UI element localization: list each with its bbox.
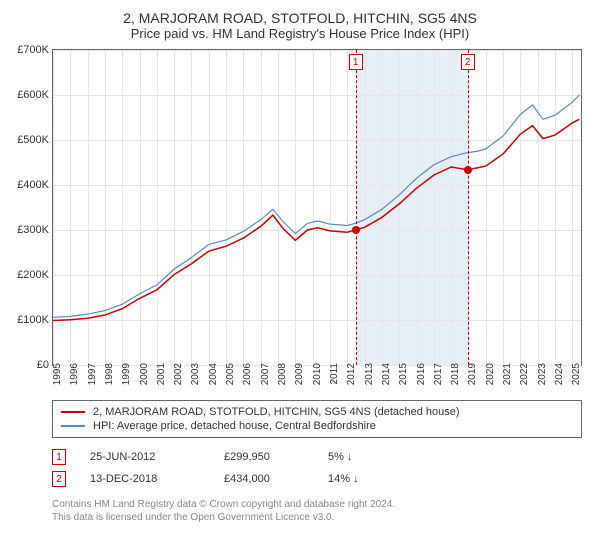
chart-subtitle: Price paid vs. HM Land Registry's House … [10,26,590,41]
marker-index-box: 2 [461,54,475,70]
x-tick-label: 2009 [294,363,305,391]
footer-attribution: Contains HM Land Registry data © Crown c… [52,498,590,524]
y-tick-label: £200K [9,269,49,281]
arrow-down-icon [353,473,359,485]
marker-row-index: 2 [52,471,66,487]
x-tick-label: 2001 [156,363,167,391]
x-tick-label: 1996 [69,363,80,391]
y-tick-label: £100K [9,314,49,326]
chart-title: 2, MARJORAM ROAD, STOTFOLD, HITCHIN, SG5… [10,10,590,26]
marker-row-date: 13-DEC-2018 [90,473,200,485]
x-tick-label: 2006 [242,363,253,391]
marker-row-price: £299,950 [224,451,304,463]
y-tick-label: £300K [9,224,49,236]
x-tick-label: 2000 [139,363,150,391]
x-tick-label: 2017 [433,363,444,391]
legend-item: HPI: Average price, detached house, Cent… [61,419,573,433]
marker-row-price: £434,000 [224,473,304,485]
x-tick-label: 2008 [277,363,288,391]
x-tick-label: 2023 [537,363,548,391]
y-tick-label: £500K [9,134,49,146]
marker-dot [464,166,472,174]
legend-item: 2, MARJORAM ROAD, STOTFOLD, HITCHIN, SG5… [61,405,573,419]
x-tick-label: 2012 [346,363,357,391]
series-line [53,119,579,320]
marker-row-date: 25-JUN-2012 [90,451,200,463]
y-tick-label: £400K [9,179,49,191]
y-tick-label: £0 [9,359,49,371]
x-tick-label: 1997 [87,363,98,391]
marker-index-box: 1 [349,54,363,70]
x-tick-label: 2018 [450,363,461,391]
arrow-down-icon [347,451,353,463]
marker-dot [352,226,360,234]
x-tick-label: 2024 [554,363,565,391]
legend-swatch [61,411,85,413]
marker-line [468,50,469,365]
x-tick-label: 1995 [52,363,63,391]
footer-line: This data is licensed under the Open Gov… [52,511,590,524]
x-tick-label: 1999 [121,363,132,391]
plot-region: £0£100K£200K£300K£400K£500K£600K£700K12 [52,49,582,366]
x-tick-label: 2004 [208,363,219,391]
x-tick-label: 1998 [104,363,115,391]
x-tick-label: 2005 [225,363,236,391]
x-tick-label: 2021 [502,363,513,391]
x-tick-label: 2011 [329,363,340,391]
x-tick-label: 2010 [312,363,323,391]
footer-line: Contains HM Land Registry data © Crown c… [52,498,590,511]
x-tick-label: 2014 [381,363,392,391]
x-tick-label: 2025 [571,363,582,391]
x-tick-label: 2013 [364,363,375,391]
y-tick-label: £700K [9,44,49,56]
legend-label: 2, MARJORAM ROAD, STOTFOLD, HITCHIN, SG5… [93,406,460,418]
legend-label: HPI: Average price, detached house, Cent… [93,420,376,432]
x-tick-label: 2022 [519,363,530,391]
x-tick-label: 2015 [398,363,409,391]
marker-row: 2 13-DEC-2018 £434,000 14% [52,468,582,490]
chart-area: £0£100K£200K£300K£400K£500K£600K£700K12 … [52,49,582,394]
y-tick-label: £600K [9,89,49,101]
marker-line [356,50,357,365]
marker-row-pct: 5% [328,451,418,463]
series-line [53,95,579,317]
marker-row: 1 25-JUN-2012 £299,950 5% [52,446,582,468]
x-tick-label: 2019 [467,363,478,391]
x-tick-label: 2002 [173,363,184,391]
legend-swatch [61,425,85,427]
marker-table: 1 25-JUN-2012 £299,950 5% 2 13-DEC-2018 £434,… [52,446,582,490]
x-tick-label: 2020 [485,363,496,391]
x-tick-label: 2016 [416,363,427,391]
x-tick-label: 2007 [260,363,271,391]
legend: 2, MARJORAM ROAD, STOTFOLD, HITCHIN, SG5… [52,400,582,438]
marker-row-index: 1 [52,449,66,465]
line-layer [53,50,581,365]
marker-row-pct: 14% [328,473,418,485]
x-tick-label: 2003 [190,363,201,391]
